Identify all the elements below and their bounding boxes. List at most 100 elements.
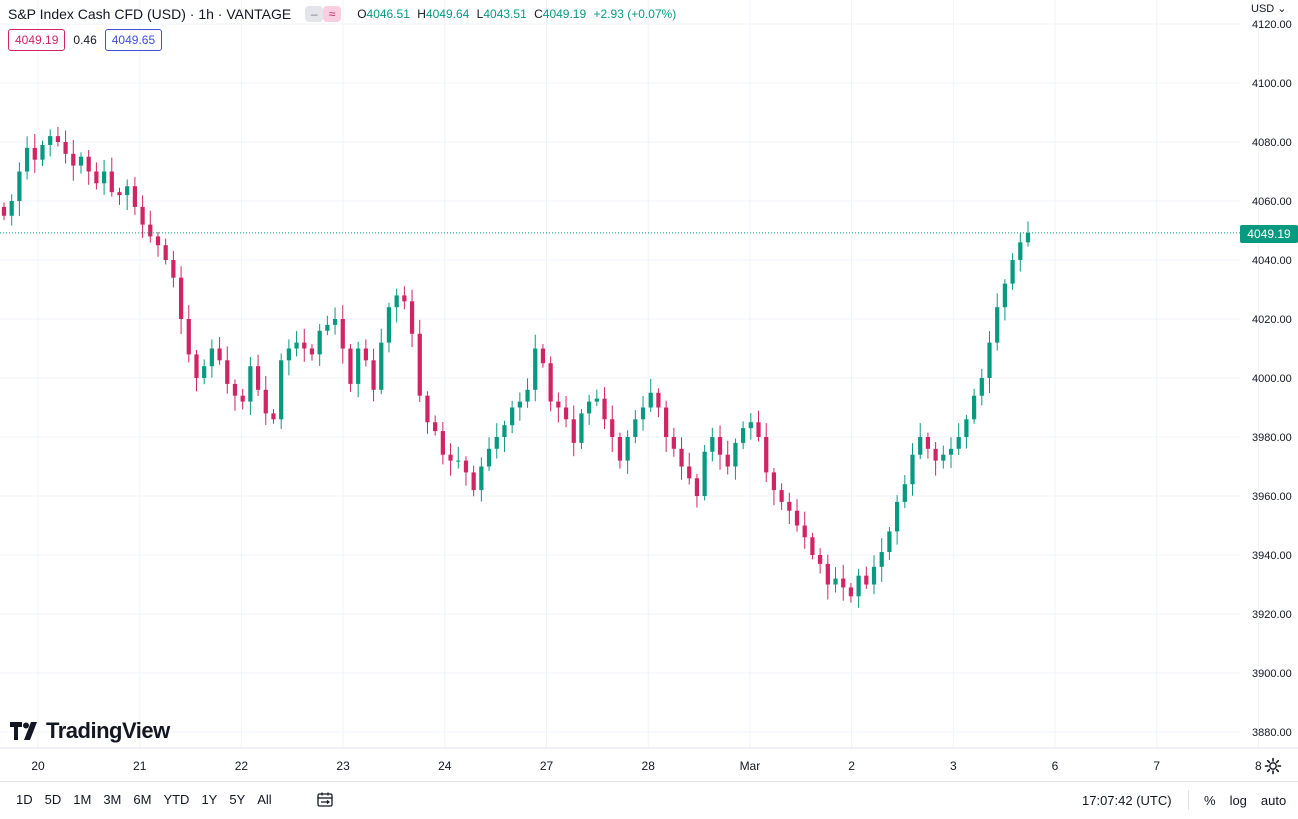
- candle-body: [617, 437, 623, 461]
- candle-body: [471, 472, 476, 491]
- candle-body: [417, 333, 422, 396]
- low-value: 4043.51: [483, 7, 527, 21]
- log-scale-toggle[interactable]: log: [1229, 793, 1247, 808]
- candle-body: [302, 342, 307, 349]
- candle-body: [48, 136, 53, 145]
- wave-icon[interactable]: ≈: [323, 6, 342, 22]
- toolbar-divider: [1188, 790, 1189, 810]
- candle-body: [232, 383, 238, 396]
- candle-body: [802, 525, 807, 538]
- bid-button[interactable]: 4049.19: [8, 29, 66, 51]
- time-axis[interactable]: 20 21 22 23 24 27 28 Mar 2 3 6 7 8: [0, 747, 1298, 773]
- candle-body: [702, 451, 707, 496]
- candle-body: [818, 555, 823, 564]
- range-button[interactable]: 1Y: [201, 792, 218, 807]
- high-value: 4049.64: [425, 7, 470, 21]
- candle-body: [871, 566, 877, 585]
- tradingview-logo[interactable]: TradingView: [10, 718, 170, 744]
- candle-body: [294, 342, 299, 349]
- scale-options: % log auto: [1204, 793, 1298, 808]
- price-tick-label: 3980.00: [1252, 432, 1292, 444]
- candle-body: [132, 186, 138, 207]
- candle-body: [163, 245, 168, 260]
- candle-body: [317, 330, 322, 355]
- candle-body: [309, 348, 315, 355]
- candle-body: [656, 392, 661, 408]
- price-tick-label: 4040.00: [1252, 255, 1292, 267]
- candle-body: [548, 363, 553, 402]
- candle-body: [363, 348, 368, 361]
- range-button[interactable]: All: [257, 792, 272, 807]
- bottom-toolbar: 1D 5D 1M 3M 6M YTD 1Y 5Y All 17:07:42 (U…: [0, 781, 1298, 819]
- range-button[interactable]: 5Y: [229, 792, 246, 807]
- candle-body: [687, 466, 692, 479]
- currency-selector[interactable]: USD ⌄: [1251, 2, 1287, 15]
- candle-body: [971, 395, 977, 420]
- candle-body: [409, 301, 415, 334]
- candle-body: [640, 407, 646, 420]
- range-button[interactable]: 1D: [16, 792, 33, 807]
- candle-body: [32, 147, 37, 160]
- candle-body: [148, 224, 153, 237]
- utc-clock[interactable]: 17:07:42 (UTC): [1082, 793, 1172, 808]
- time-tick-label: 28: [642, 759, 656, 773]
- candle-body: [440, 431, 445, 455]
- price-tick-label: 4080.00: [1252, 137, 1292, 149]
- time-tick-label: 20: [31, 759, 45, 773]
- range-button[interactable]: 6M: [133, 792, 152, 807]
- range-button[interactable]: 5D: [44, 792, 62, 807]
- candle-body: [255, 366, 261, 390]
- candles: [1, 126, 1031, 608]
- candle-body: [125, 186, 130, 196]
- candle-body: [40, 144, 45, 160]
- auto-scale-toggle[interactable]: auto: [1260, 793, 1287, 808]
- candle-body: [610, 419, 615, 437]
- candle-body: [109, 171, 114, 193]
- candle-body: [979, 378, 984, 396]
- price-axis[interactable]: 3880.00 3900.00 3920.00 3940.00 3960.00 3980.…: [1252, 19, 1292, 739]
- close-label: C: [534, 7, 543, 21]
- candle-body: [856, 575, 861, 597]
- candle-body: [833, 578, 838, 585]
- candle-body: [386, 307, 392, 343]
- symbol-title[interactable]: S&P Index Cash CFD (USD) · 1h · VANTAGE: [8, 6, 292, 22]
- candle-body: [356, 348, 361, 384]
- candle-body: [425, 395, 430, 423]
- open-label: O: [357, 7, 367, 21]
- price-tick-label: 4120.00: [1252, 19, 1292, 31]
- price-tick-label: 4020.00: [1252, 314, 1292, 326]
- candle-body: [787, 501, 792, 511]
- ask-button[interactable]: 4049.65: [104, 29, 163, 51]
- price-tick-label: 4060.00: [1252, 196, 1292, 208]
- candle-body: [1002, 283, 1008, 308]
- candle-body: [664, 407, 669, 437]
- minus-icon[interactable]: –: [305, 6, 324, 22]
- candle-body: [764, 437, 769, 473]
- candle-body: [556, 401, 561, 408]
- candle-body: [1018, 242, 1023, 260]
- candle-body: [78, 156, 84, 166]
- candle-body: [602, 398, 607, 420]
- price-tick-label: 3960.00: [1252, 491, 1292, 503]
- candle-body: [625, 437, 630, 461]
- candle-body: [710, 437, 715, 452]
- candle-body: [848, 587, 854, 597]
- candle-body: [910, 454, 915, 485]
- low-label: L: [476, 7, 484, 21]
- range-button[interactable]: YTD: [163, 792, 190, 807]
- candle-body: [279, 360, 284, 420]
- time-tick-label: 8: [1255, 759, 1262, 773]
- candle-body: [433, 422, 438, 432]
- gear-icon[interactable]: [1264, 757, 1282, 775]
- candle-body: [694, 478, 700, 496]
- candle-body: [456, 460, 461, 462]
- candle-body: [956, 437, 961, 449]
- range-button[interactable]: 1M: [73, 792, 92, 807]
- range-button[interactable]: 3M: [103, 792, 122, 807]
- percent-scale-toggle[interactable]: %: [1204, 793, 1216, 808]
- legend-toggle-pill[interactable]: – ≈: [305, 6, 342, 22]
- candle-body: [1, 206, 7, 216]
- calendar-range-icon[interactable]: [316, 791, 334, 809]
- candle-body: [101, 171, 107, 184]
